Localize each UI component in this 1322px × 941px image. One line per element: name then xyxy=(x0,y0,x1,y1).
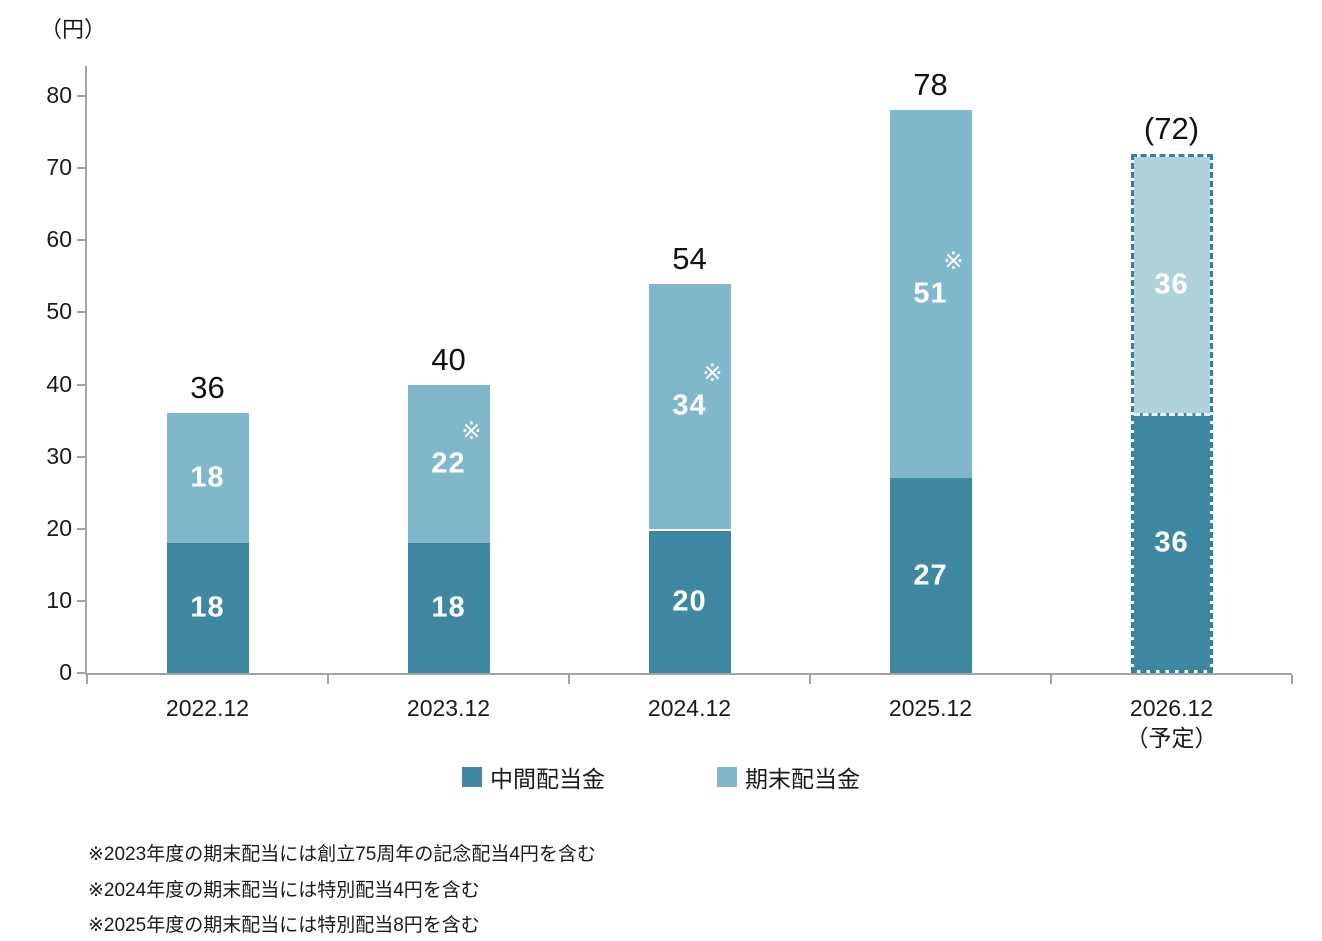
x-axis-tick xyxy=(86,675,88,684)
y-axis-tick xyxy=(77,239,86,242)
yearend-dividend-value: 34 xyxy=(672,389,707,422)
y-axis-tick-label: 70 xyxy=(46,154,72,181)
y-axis-tick xyxy=(77,311,86,314)
legend: 中間配当金 期末配当金 xyxy=(0,760,1322,794)
interim-dividend-value: 20 xyxy=(672,585,707,618)
total-dividend-label: 36 xyxy=(190,370,225,406)
y-axis-tick-label: 40 xyxy=(46,370,72,397)
total-dividend-label: (72) xyxy=(1143,110,1200,146)
legend-label: 中間配当金 xyxy=(490,766,605,792)
interim-dividend-value: 27 xyxy=(913,559,948,592)
yearend-dividend-segment: 18 xyxy=(166,413,249,544)
yearend-dividend-value: 18 xyxy=(190,461,225,494)
legend-label: 期末配当金 xyxy=(745,766,860,792)
y-axis-tick-label: 30 xyxy=(46,442,72,469)
x-axis-tick xyxy=(809,675,811,684)
stacked-bar-2025.12: 51 ※ 27 xyxy=(889,110,972,673)
x-axis-tick xyxy=(568,675,570,684)
stacked-bar-2024.12: 34 ※ 20 xyxy=(648,283,731,673)
x-axis-tick xyxy=(327,675,329,684)
y-axis-tick xyxy=(77,599,86,602)
interim-dividend-segment: 18 xyxy=(407,543,490,673)
y-axis-tick-label: 80 xyxy=(46,82,72,108)
total-dividend-label: 40 xyxy=(431,341,466,377)
stacked-bar-2022.12: 18 18 xyxy=(166,413,249,673)
x-axis-category-sublabel: （予定） xyxy=(1125,725,1218,751)
legend-item: 中間配当金 xyxy=(462,760,605,794)
total-dividend-label: 78 xyxy=(913,67,948,103)
yearend-dividend-segment: 22 ※ xyxy=(407,384,490,544)
footnote-line: ※2025年度の期末配当には特別配当8円を含む xyxy=(88,915,480,936)
x-axis-category-label: 2026.12 （予定） xyxy=(1051,693,1292,753)
stacked-bar-2026.12: 36 36 xyxy=(1130,153,1213,673)
y-axis-tick xyxy=(77,95,86,97)
y-axis-tick xyxy=(77,672,86,674)
interim-dividend-value: 36 xyxy=(1154,526,1189,559)
bar-slot-2022.12: 18 18 36 xyxy=(87,66,328,673)
interim-dividend-segment: 27 xyxy=(889,478,972,673)
interim-dividend-segment: 18 xyxy=(166,543,249,673)
legend-swatch-icon xyxy=(717,767,737,787)
x-axis-category-label: 2023.12 xyxy=(406,695,491,721)
interim-dividend-value: 18 xyxy=(190,591,225,624)
y-axis-tick-label: 10 xyxy=(46,586,72,613)
footnote-line: ※2024年度の期末配当には特別配当4円を含む xyxy=(88,879,480,901)
legend-swatch-icon xyxy=(462,767,482,787)
legend-item: 期末配当金 xyxy=(717,760,860,794)
x-axis-category-label: 2024.12 xyxy=(647,695,732,721)
footnote-asterisk-mark: ※ xyxy=(461,417,482,445)
y-axis-tick xyxy=(77,527,86,530)
yearend-dividend-value: 22 xyxy=(431,447,466,480)
x-axis-tick xyxy=(1291,675,1293,684)
footnote-asterisk-mark: ※ xyxy=(702,360,723,388)
bar-slot-2023.12: 22 ※ 18 40 xyxy=(328,66,569,673)
y-axis-unit-label: （円） xyxy=(40,17,107,42)
y-axis-tick xyxy=(77,455,86,458)
interim-dividend-segment: 36 xyxy=(1133,413,1210,670)
bar-slot-2025.12: 51 ※ 27 78 xyxy=(810,66,1051,673)
yearend-dividend-value: 36 xyxy=(1154,268,1189,301)
y-axis-tick xyxy=(77,383,86,386)
stacked-bar-2023.12: 22 ※ 18 xyxy=(407,384,490,674)
plot-area: 0 10 20 30 40 50 60 70 80 18 18 36 2022.12 22 ※ 18 40 202… xyxy=(46,66,1293,751)
yearend-dividend-segment: 34 ※ xyxy=(648,283,731,529)
y-axis-tick xyxy=(77,167,86,170)
x-axis-category-label: 2025.12 xyxy=(888,695,973,721)
footnote-line: ※2023年度の期末配当には創立75周年の記念配当4円を含む xyxy=(88,844,596,865)
y-axis-tick-label: 0 xyxy=(59,659,72,685)
yearend-dividend-value: 51 xyxy=(913,277,948,310)
bar-slot-2026.12: 36 36 (72) xyxy=(1051,66,1292,673)
y-axis-tick-label: 20 xyxy=(46,514,72,541)
bar-slot-2024.12: 34 ※ 20 54 xyxy=(569,66,810,673)
interim-dividend-value: 18 xyxy=(431,591,466,624)
x-axis-category-label: 2022.12 xyxy=(165,695,250,721)
footnotes: ※2023年度の期末配当には創立75周年の記念配当4円を含む ※2024年度の期末… xyxy=(88,837,596,941)
yearend-dividend-segment: 51 ※ xyxy=(889,110,972,479)
total-dividend-label: 54 xyxy=(672,240,707,276)
y-axis-tick-label: 50 xyxy=(46,298,72,325)
y-axis-tick-label: 60 xyxy=(46,226,72,253)
yearend-dividend-segment: 36 xyxy=(1133,156,1210,414)
footnote-asterisk-mark: ※ xyxy=(943,248,964,276)
interim-dividend-segment: 20 xyxy=(648,528,731,673)
x-axis-tick xyxy=(1050,675,1052,684)
